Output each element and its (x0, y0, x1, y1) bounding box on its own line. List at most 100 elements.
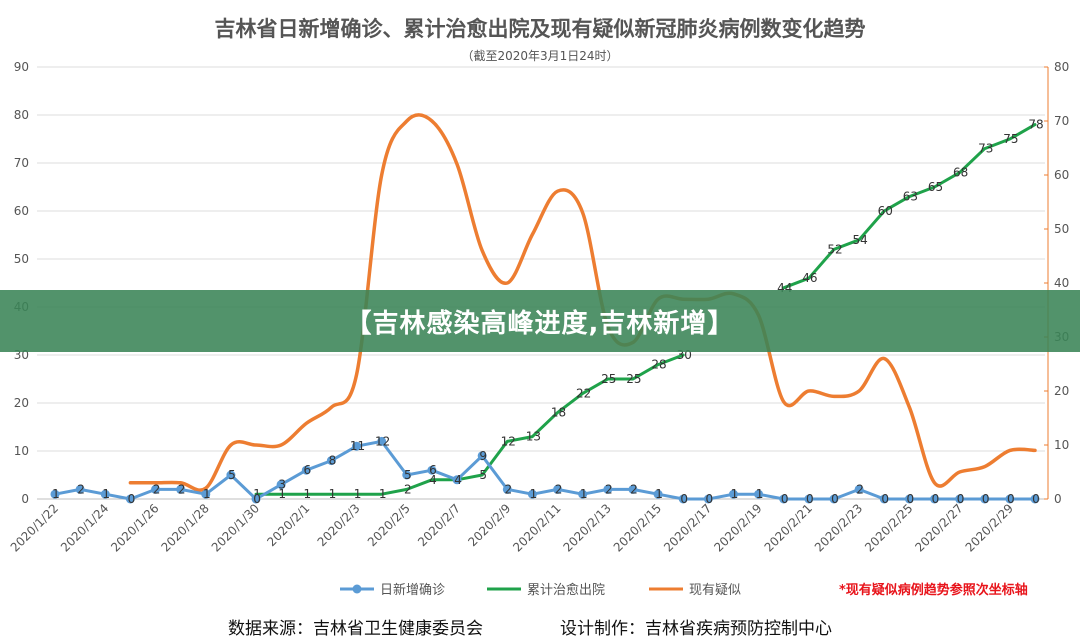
data-label: 73 (978, 142, 993, 156)
data-label: 8 (329, 454, 337, 468)
data-point (879, 494, 889, 504)
left-y-tick-label: 70 (14, 156, 29, 170)
data-label: 65 (928, 180, 943, 194)
data-point (779, 494, 789, 504)
data-point (578, 489, 588, 499)
left-y-tick-label: 90 (14, 60, 29, 74)
x-tick-label: 2020/2/19 (711, 501, 764, 554)
left-y-tick-label: 60 (14, 204, 29, 218)
data-label: 0 (128, 492, 136, 506)
data-point (276, 480, 286, 490)
data-point (176, 484, 186, 494)
series-line (254, 353, 685, 496)
data-label: 68 (953, 166, 968, 180)
gridlines (37, 66, 1045, 500)
right-y-tick-label: 20 (1054, 384, 1069, 398)
x-tick-label: 2020/2/17 (661, 501, 714, 554)
data-label: 75 (1003, 132, 1018, 146)
data-label: 0 (781, 492, 789, 506)
left-y-axis: 0102030405060708090 (14, 60, 29, 506)
legend-label: 累计治愈出院 (527, 583, 605, 598)
left-y-tick-label: 80 (14, 108, 29, 122)
data-point (829, 494, 839, 504)
data-source-note: 数据来源：吉林省卫生健康委员会 (228, 619, 483, 639)
data-label: 1 (102, 487, 110, 501)
data-label: 1 (756, 487, 764, 501)
data-point (955, 494, 965, 504)
footer: 数据来源：吉林省卫生健康委员会 设计制作：吉林省疾病预防控制中心 (0, 614, 1080, 639)
data-label: 1 (203, 487, 211, 501)
data-label: 60 (878, 204, 893, 218)
x-tick-label: 2020/2/23 (812, 501, 865, 554)
x-tick-label: 2020/2/5 (365, 501, 413, 549)
data-label: 63 (903, 190, 918, 204)
series-line (128, 113, 1037, 492)
data-point (553, 484, 563, 494)
data-label: 2 (404, 482, 412, 496)
data-label: 11 (350, 439, 365, 453)
x-tick-label: 2020/1/30 (209, 501, 262, 554)
data-label: 9 (479, 449, 487, 463)
right-y-tick-label: 50 (1054, 222, 1069, 236)
data-label: 2 (605, 482, 613, 496)
data-label: 1 (278, 487, 286, 501)
data-point (854, 484, 864, 494)
data-label: 6 (429, 463, 437, 477)
data-label: 0 (806, 492, 814, 506)
data-point (452, 475, 462, 485)
left-y-tick-label: 50 (14, 252, 29, 266)
series-group: 1111112445121318222525283044465254606365… (50, 113, 1044, 506)
data-label: 0 (1007, 492, 1015, 506)
data-point (703, 494, 713, 504)
banner-text: 【吉林感染高峰进度,吉林新增】 (345, 308, 735, 339)
x-tick-label: 2020/1/28 (158, 501, 211, 554)
chart-title: 吉林省日新增确诊、累计治愈出院及现有疑似新冠肺炎病例数变化趋势 (215, 17, 866, 41)
data-label: 3 (278, 478, 286, 492)
data-point (678, 494, 688, 504)
left-y-tick-label: 0 (21, 492, 29, 506)
data-label: 2 (856, 482, 864, 496)
x-tick-label: 2020/2/11 (510, 501, 563, 554)
data-label: 0 (831, 492, 839, 506)
x-tick-label: 2020/2/9 (465, 501, 513, 549)
data-point (804, 494, 814, 504)
data-point (728, 489, 738, 499)
data-point (653, 489, 663, 499)
data-label: 5 (404, 468, 412, 482)
data-point (1030, 494, 1040, 504)
data-label: 1 (303, 487, 311, 501)
data-point (527, 489, 537, 499)
data-label: 52 (827, 242, 842, 256)
data-point (326, 456, 336, 466)
x-tick-label: 2020/1/26 (108, 501, 161, 554)
data-label: 78 (1028, 118, 1043, 132)
chart-subtitle: （截至2020年3月1日24时） (461, 49, 618, 63)
data-label: 6 (303, 463, 311, 477)
x-tick-label: 2020/2/1 (264, 501, 312, 549)
data-label: 12 (501, 434, 516, 448)
legend-label: 日新增确诊 (380, 582, 445, 598)
data-label: 22 (576, 386, 591, 400)
data-point (980, 494, 990, 504)
data-label: 1 (354, 487, 362, 501)
x-tick-label: 2020/2/27 (912, 501, 965, 554)
data-label: 0 (907, 492, 915, 506)
data-point (1005, 494, 1015, 504)
data-point (125, 494, 135, 504)
data-point (929, 494, 939, 504)
data-label: 0 (957, 492, 965, 506)
x-tick-label: 2020/1/22 (8, 501, 61, 554)
data-label: 18 (551, 406, 566, 420)
data-label: 0 (253, 492, 261, 506)
data-label: 28 (651, 358, 666, 372)
x-tick-label: 2020/2/13 (561, 501, 614, 554)
design-credit: 设计制作：吉林省疾病预防控制中心 (560, 619, 832, 639)
data-label: 0 (1032, 492, 1040, 506)
series-line (782, 123, 1037, 290)
data-label: 2 (153, 482, 161, 496)
right-y-tick-label: 40 (1054, 276, 1069, 290)
left-y-tick-label: 20 (14, 396, 29, 410)
right-y-tick-label: 0 (1054, 492, 1062, 506)
series-suspected (128, 113, 1037, 492)
data-point (301, 465, 311, 475)
